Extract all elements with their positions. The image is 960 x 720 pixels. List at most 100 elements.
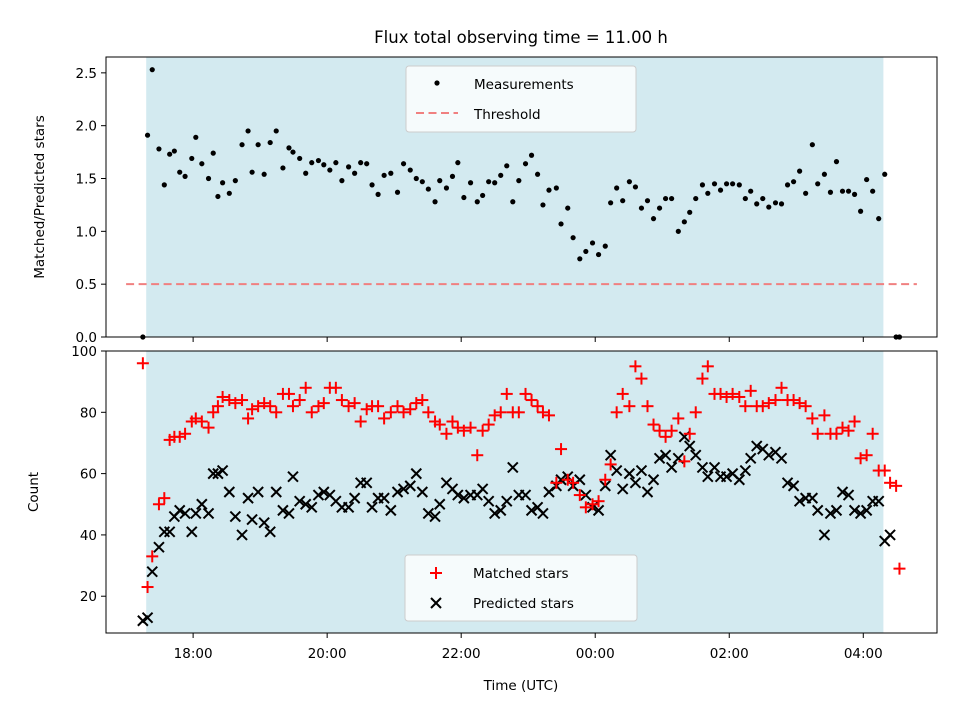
predicted-star-point (604, 449, 617, 461)
matched-star-point (372, 400, 385, 413)
matched-star-point (482, 418, 495, 431)
measurement-point (833, 159, 840, 165)
predicted-star-point (696, 461, 709, 474)
top-panel: 0.0 0.5 1.0 1.5 2.0 2.5 Matched/Predicted sta… (32, 56, 938, 346)
measurement-point (522, 161, 529, 167)
measurement-point (839, 188, 846, 194)
matched-star-point (769, 394, 782, 407)
matched-star-point (252, 400, 265, 413)
predicted-star-point (348, 492, 361, 504)
matched-star-point (422, 406, 435, 419)
measurement-point (540, 202, 546, 208)
measurement-point (558, 221, 564, 227)
matched-star-point (179, 427, 192, 440)
measurement-point (723, 181, 730, 187)
measurement-point (309, 160, 315, 166)
predicted-star-point (812, 504, 824, 517)
measurement-point (267, 139, 273, 146)
top-y-tick-label: 0.0 (76, 330, 97, 346)
measurement-point (226, 190, 232, 196)
measurement-point (717, 187, 724, 193)
measurement-point (232, 178, 238, 184)
measurement-point (437, 178, 443, 184)
matched-star-point (672, 412, 685, 425)
matched-star-point (720, 390, 733, 403)
predicted-star-point (385, 504, 397, 517)
predicted-star-point (207, 467, 219, 480)
measurement-point (632, 184, 639, 190)
predicted-star-point (283, 507, 295, 520)
top-y-ticks: 0.0 0.5 1.0 1.5 2.0 2.5 (76, 66, 106, 346)
matched-star-point (586, 498, 599, 511)
predicted-star-point (179, 507, 191, 520)
matched-star-point (342, 400, 355, 413)
top-legend-box (405, 65, 637, 133)
matched-star-point (701, 360, 714, 373)
matched-star-point (195, 415, 208, 428)
bottom-panel: 20 40 60 80 100 18:00 20:00 22:00 00:00 02:00 04:… (26, 344, 938, 694)
predicted-star-point (252, 486, 264, 498)
matched-star-point (348, 397, 361, 410)
measurement-point (333, 160, 339, 166)
matched-star-point (744, 384, 757, 397)
matched-star-point (451, 421, 464, 434)
measurement-points (140, 67, 903, 340)
measurement-point (608, 200, 614, 206)
measurement-point (760, 195, 766, 202)
matched-star-point (616, 387, 629, 400)
matched-star-point (531, 400, 544, 413)
predicted-star-point (312, 489, 325, 501)
measurement-point (352, 170, 358, 176)
measurement-point (504, 163, 510, 169)
matched-star-point (202, 421, 215, 434)
x-tick-label: 04:00 (844, 646, 883, 662)
measurement-point (388, 170, 394, 176)
predicted-star-point (537, 507, 549, 520)
bottom-y-tick-label: 60 (80, 467, 97, 483)
predicted-star-point (641, 486, 654, 498)
matched-star-point (216, 390, 229, 403)
measurement-point (644, 198, 651, 204)
predicted-star-point (653, 452, 666, 464)
measurement-point (595, 251, 602, 258)
matched-star-point (446, 415, 459, 428)
predicted-star-point (153, 541, 165, 553)
matched-star-point (207, 406, 220, 419)
measurement-point (303, 170, 309, 176)
bottom-axes-frame (105, 350, 938, 634)
matched-star-point (854, 452, 867, 465)
predicted-star-point (860, 504, 873, 517)
measurement-point (626, 179, 632, 185)
top-y-axis-label: Matched/Predicted stars (32, 115, 48, 278)
predicted-star-point (422, 507, 435, 520)
predicted-star-point (190, 507, 202, 520)
measurement-point (736, 182, 742, 188)
matched-star-point (317, 397, 330, 410)
measurement-point (656, 205, 663, 211)
matched-star-point (189, 412, 202, 425)
x-tick-label: 18:00 (174, 646, 213, 662)
measurement-point (516, 178, 522, 184)
measurement-point (171, 148, 177, 154)
predicted-star-point (476, 483, 489, 495)
predicted-star-point (525, 504, 538, 517)
measurement-point (199, 161, 205, 167)
predicted-star-point (824, 507, 837, 520)
predicted-star-point (872, 495, 885, 507)
predicted-star-point (818, 529, 831, 541)
predicted-star-point (781, 477, 794, 489)
predicted-star-point (659, 449, 672, 461)
matched-star-point (335, 394, 348, 407)
bottom-y-tick-label: 80 (80, 405, 97, 421)
matched-star-point (457, 424, 470, 437)
bottom-x-ticks: 18:00 20:00 22:00 00:00 02:00 04:00 (174, 633, 883, 662)
predicted-star-point (616, 483, 629, 495)
x-tick-label: 00:00 (576, 646, 615, 662)
predicted-star-point (482, 495, 495, 507)
matched-star-point (623, 400, 636, 413)
measurement-point (245, 128, 251, 134)
measurement-point (205, 175, 212, 182)
matched-star-point (573, 489, 586, 502)
legend-threshold-label: Threshold (473, 107, 541, 123)
x-axis-label: Time (UTC) (483, 678, 559, 694)
